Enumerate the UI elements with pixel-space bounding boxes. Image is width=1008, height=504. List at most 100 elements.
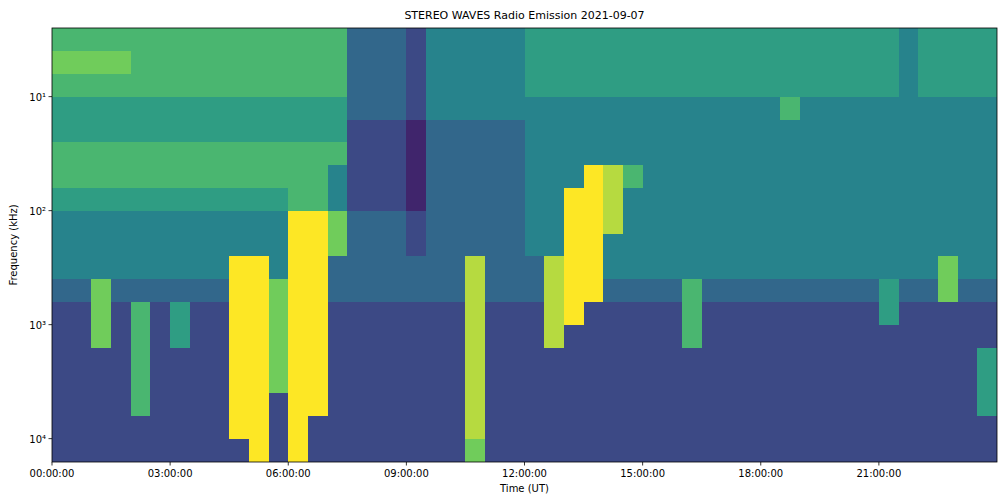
cell bbox=[170, 302, 190, 325]
cell bbox=[958, 51, 978, 74]
x-axis-label: Time (UT) bbox=[499, 483, 549, 494]
cell bbox=[210, 393, 230, 416]
cell bbox=[721, 325, 741, 349]
cell bbox=[52, 416, 72, 439]
cell bbox=[308, 211, 328, 235]
cell bbox=[485, 302, 505, 325]
cell bbox=[800, 97, 820, 121]
cell bbox=[643, 279, 663, 302]
cell bbox=[131, 370, 151, 394]
cell bbox=[544, 325, 564, 349]
cell bbox=[91, 234, 111, 257]
cell bbox=[426, 256, 446, 280]
cell bbox=[111, 439, 131, 462]
cell bbox=[662, 120, 682, 143]
cell bbox=[603, 325, 623, 349]
cell bbox=[584, 234, 604, 257]
cell bbox=[170, 165, 190, 188]
cell bbox=[446, 325, 466, 349]
cell bbox=[170, 439, 190, 462]
cell bbox=[446, 234, 466, 257]
cell bbox=[505, 302, 525, 325]
cell bbox=[308, 51, 328, 74]
cell bbox=[938, 234, 958, 257]
cell bbox=[288, 74, 308, 97]
cell bbox=[308, 279, 328, 302]
x-tick-label: 12:00:00 bbox=[502, 468, 547, 479]
cell bbox=[840, 211, 860, 235]
cell bbox=[446, 28, 466, 52]
cell bbox=[820, 256, 840, 280]
cell bbox=[780, 325, 800, 349]
cell bbox=[564, 188, 584, 211]
cell bbox=[406, 279, 426, 302]
cell bbox=[840, 256, 860, 280]
cell bbox=[780, 439, 800, 462]
cell bbox=[859, 393, 879, 416]
cell bbox=[584, 211, 604, 235]
cell bbox=[249, 302, 269, 325]
cell bbox=[111, 256, 131, 280]
cell bbox=[525, 97, 545, 121]
cell bbox=[702, 142, 722, 166]
cell bbox=[800, 28, 820, 52]
cell bbox=[229, 51, 249, 74]
cell bbox=[662, 234, 682, 257]
cell bbox=[780, 234, 800, 257]
cell bbox=[446, 279, 466, 302]
cell bbox=[485, 393, 505, 416]
cell bbox=[721, 302, 741, 325]
cell bbox=[702, 348, 722, 371]
cell bbox=[150, 51, 170, 74]
cell bbox=[840, 74, 860, 97]
cell bbox=[426, 348, 446, 371]
cell bbox=[249, 348, 269, 371]
cell bbox=[918, 211, 938, 235]
cell bbox=[505, 188, 525, 211]
cell bbox=[564, 279, 584, 302]
cell bbox=[210, 74, 230, 97]
cell bbox=[131, 302, 151, 325]
cell bbox=[938, 211, 958, 235]
cell bbox=[977, 279, 997, 302]
cell bbox=[387, 370, 407, 394]
cell bbox=[485, 325, 505, 349]
cell bbox=[525, 234, 545, 257]
cell bbox=[288, 279, 308, 302]
cell bbox=[91, 325, 111, 349]
cell bbox=[879, 370, 899, 394]
cell bbox=[269, 188, 289, 211]
cell bbox=[367, 28, 387, 52]
cell bbox=[406, 211, 426, 235]
cell bbox=[446, 348, 466, 371]
x-tick bbox=[878, 462, 879, 466]
cell bbox=[505, 97, 525, 121]
cell bbox=[406, 165, 426, 188]
cell bbox=[210, 97, 230, 121]
cell bbox=[328, 165, 348, 188]
cell bbox=[820, 279, 840, 302]
cell bbox=[859, 302, 879, 325]
cell bbox=[249, 97, 269, 121]
cell bbox=[131, 348, 151, 371]
y-tick-label: 10³ bbox=[29, 320, 46, 331]
cell bbox=[721, 165, 741, 188]
cell bbox=[544, 165, 564, 188]
cell bbox=[761, 211, 781, 235]
cell bbox=[406, 348, 426, 371]
cell bbox=[190, 416, 210, 439]
x-tick-label: 18:00:00 bbox=[738, 468, 783, 479]
cell bbox=[91, 188, 111, 211]
cell bbox=[288, 28, 308, 52]
cell bbox=[52, 120, 72, 143]
cell bbox=[859, 97, 879, 121]
cell bbox=[426, 165, 446, 188]
cell bbox=[958, 393, 978, 416]
cell bbox=[603, 211, 623, 235]
cell bbox=[544, 416, 564, 439]
cell bbox=[111, 370, 131, 394]
cell bbox=[52, 279, 72, 302]
cell bbox=[485, 74, 505, 97]
cell bbox=[328, 211, 348, 235]
cell bbox=[249, 393, 269, 416]
